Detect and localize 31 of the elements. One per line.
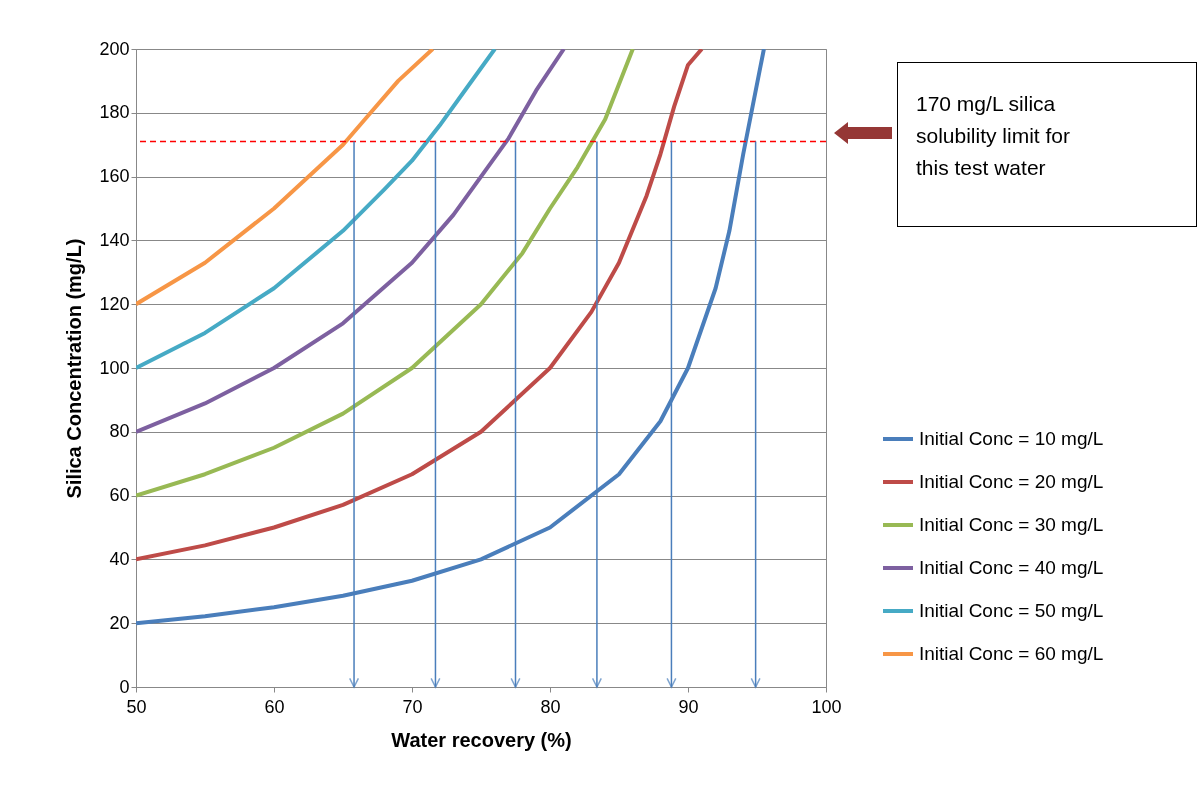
legend-label: Initial Conc = 20 mg/L	[919, 471, 1104, 492]
y-tick-label: 120	[99, 293, 130, 314]
line-series	[136, 49, 435, 307]
y-tick-label: 180	[99, 102, 130, 123]
legend-label: Initial Conc = 60 mg/L	[919, 643, 1104, 664]
line-series	[136, 49, 566, 434]
legend-label: Initial Conc = 50 mg/L	[919, 600, 1104, 621]
y-tick-label: 40	[109, 548, 130, 569]
x-tick-label: 90	[678, 696, 699, 717]
line-series	[136, 49, 497, 370]
y-tick-label: 200	[99, 38, 130, 59]
legend-label: Initial Conc = 10 mg/L	[919, 428, 1104, 449]
x-tick-label: 70	[402, 696, 423, 717]
line-series	[136, 49, 704, 562]
x-tick-label: 50	[126, 696, 147, 717]
x-axis-title: Water recovery (%)	[391, 728, 572, 751]
y-tick-label: 100	[99, 357, 130, 378]
x-tick-label: 60	[264, 696, 285, 717]
y-tick-label: 160	[99, 166, 130, 187]
y-tick-label: 20	[109, 612, 130, 633]
y-tick-label: 0	[119, 676, 130, 697]
legend-label: Initial Conc = 30 mg/L	[919, 514, 1104, 535]
x-tick-label: 100	[811, 696, 842, 717]
line-series	[136, 49, 635, 498]
y-tick-label: 60	[109, 485, 130, 506]
y-tick-label: 140	[99, 229, 130, 250]
legend-label: Initial Conc = 40 mg/L	[919, 557, 1104, 578]
text: 170 mg/L silica solubility limit for this test water	[916, 91, 1071, 179]
x-tick-label: 80	[540, 696, 561, 717]
y-axis-title: Silica Concentration (mg/L)	[63, 238, 86, 499]
y-tick-label: 80	[109, 421, 130, 442]
